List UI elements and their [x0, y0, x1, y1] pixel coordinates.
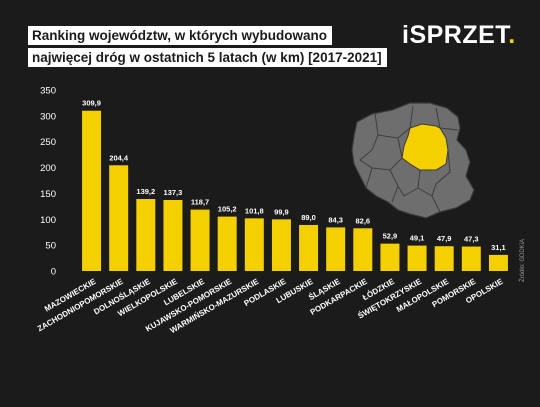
title-line-1: Ranking województw, w których wybudowano: [28, 26, 333, 45]
y-tick-label: 350: [40, 86, 56, 97]
bar-value-label: 99,9: [274, 207, 289, 216]
bar-value-label: 105,2: [218, 205, 237, 214]
y-tick-label: 50: [45, 241, 56, 252]
bar-value-label: 47,9: [437, 234, 452, 243]
y-tick-label: 150: [40, 189, 56, 200]
bar-value-label: 118,7: [191, 198, 209, 207]
y-tick-label: 0: [51, 267, 56, 278]
bar: [136, 199, 156, 271]
bar: [353, 228, 373, 271]
bar-value-label: 82,6: [356, 216, 371, 225]
bar-value-label: 309,9: [82, 99, 101, 108]
bar: [299, 224, 319, 271]
poland-map-icon: [351, 102, 475, 219]
title-line-2: najwięcej dróg w ostatnich 5 latach (w k…: [28, 48, 387, 67]
logo-dot: .: [508, 21, 516, 49]
bar-value-label: 47,3: [464, 235, 479, 244]
y-tick-label: 250: [40, 137, 56, 148]
bar: [326, 227, 346, 271]
bar-value-label: 204,4: [109, 153, 129, 162]
value-labels: 309,9 204,4 139,2 137,3 118,7 105,2 101,8 99,9 8…: [82, 99, 506, 252]
bar: [163, 199, 183, 271]
bar: [380, 243, 400, 271]
bar-value-label: 31,1: [491, 243, 506, 252]
y-tick-label: 300: [40, 111, 56, 122]
chart-title: Ranking województw, w których wybudowano…: [28, 26, 387, 70]
bars: [82, 110, 508, 271]
brand-logo: iSPRZET.: [402, 21, 516, 50]
bar-value-label: 101,8: [245, 206, 264, 215]
bar-value-label: 137,3: [164, 188, 183, 197]
mazowieckie-highlight: [401, 123, 449, 171]
bar: [190, 209, 210, 271]
bar: [407, 245, 427, 271]
bar-value-label: 139,2: [136, 187, 155, 196]
bar-value-label: 52,9: [383, 232, 398, 241]
bar: [271, 219, 291, 271]
bar-value-label: 89,0: [301, 213, 316, 222]
logo-text: iSPRZET: [402, 21, 509, 49]
bar: [488, 254, 508, 271]
bar: [244, 218, 264, 271]
bar: [109, 165, 129, 271]
voivodeship-borders: [359, 105, 459, 213]
y-tick-label: 200: [40, 163, 56, 174]
bar-value-label: 84,3: [328, 215, 343, 224]
bar: [82, 110, 102, 271]
bar: [434, 246, 454, 271]
category-labels: MAZOWIECKIEZACHODNIOPOMORSKIEDOLNOŚLĄSKI…: [36, 277, 505, 336]
y-axis: 0 50 100 150 200 250 300 350: [40, 86, 56, 278]
y-tick-label: 100: [40, 215, 56, 226]
bar: [461, 246, 481, 271]
bar: [217, 216, 237, 271]
bar-value-label: 49,1: [410, 234, 425, 243]
